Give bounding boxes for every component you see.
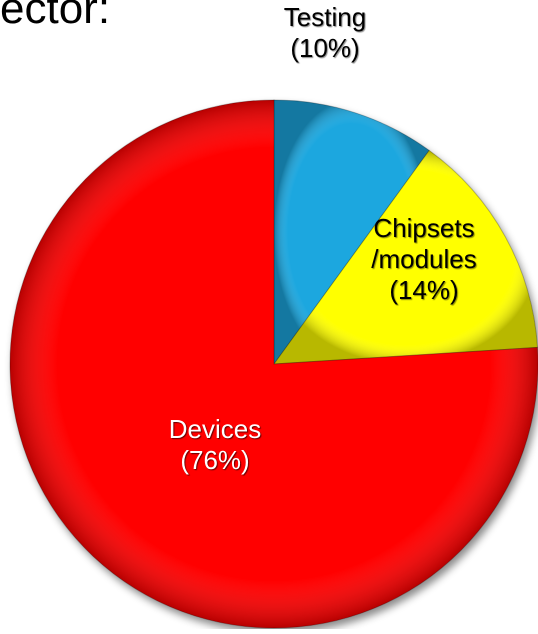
slice-label-line: (10%) bbox=[290, 33, 360, 63]
slice-label-chipsets-modules: Chipsets/modules (14%) bbox=[371, 213, 477, 306]
slice-label-line: Devices bbox=[168, 414, 262, 444]
slice-label-line: /modules bbox=[371, 244, 477, 274]
slice-label-line: Testing bbox=[283, 2, 367, 32]
pie-slice-shading bbox=[274, 150, 538, 364]
slice-label-line: (76%) bbox=[180, 445, 250, 475]
slice-label-devices: Devices (76%) bbox=[169, 414, 261, 476]
pie-slice-shading bbox=[10, 100, 538, 628]
slice-label-testing: Testing (10%) bbox=[284, 2, 366, 64]
slice-label-line: (14%) bbox=[389, 275, 459, 305]
slide-title-fragment: ector: bbox=[0, 0, 111, 33]
slice-label-line: Chipsets bbox=[373, 213, 475, 243]
pie-slice-shading bbox=[274, 99, 430, 364]
